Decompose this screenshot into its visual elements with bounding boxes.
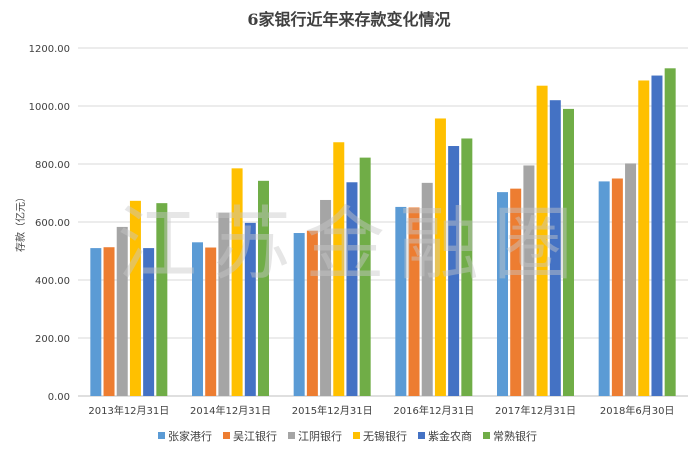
bar: [244, 222, 256, 396]
bar: [346, 182, 358, 396]
y-tick-label: 1000.00: [29, 102, 70, 113]
y-tick-label: 1200.00: [29, 44, 70, 55]
bars: [90, 68, 676, 397]
bar: [536, 85, 548, 396]
bar: [448, 146, 460, 396]
y-tick-label: 600.00: [35, 218, 70, 229]
legend: 张家港行 吴江银行 江阴银行 无锡银行 紫金农商 常熟银行: [158, 429, 537, 443]
bar: [510, 188, 522, 396]
bar: [359, 157, 371, 396]
bar: [293, 233, 305, 396]
bar: [638, 80, 650, 396]
bar: [103, 247, 115, 396]
x-tick-label: 2013年12月31日: [88, 404, 169, 417]
bar: [320, 199, 332, 396]
source-credit: 头条号 / 浑水调研: [586, 434, 690, 450]
bar: [408, 207, 420, 396]
x-tick-label: 2017年12月31日: [495, 404, 576, 417]
gridlines: [78, 47, 688, 397]
bar: [651, 75, 663, 397]
bar: [611, 178, 623, 396]
y-tick-label: 800.00: [35, 160, 70, 171]
y-tick-label: 400.00: [35, 276, 70, 287]
bar: [461, 138, 473, 397]
y-axis-label: 存款（亿元）: [14, 192, 27, 252]
bar: [333, 142, 345, 396]
bar: [156, 203, 168, 396]
bar: [129, 200, 141, 396]
legend-swatch: [158, 432, 165, 439]
bar: [563, 108, 574, 397]
legend-label: 张家港行: [168, 429, 212, 443]
bar: [434, 118, 446, 396]
bar: [664, 68, 676, 397]
bar: [258, 180, 269, 396]
bar: [421, 182, 433, 396]
bar: [306, 230, 318, 396]
bar: [523, 165, 535, 396]
legend-swatch: [483, 432, 490, 439]
bar: [205, 247, 217, 396]
legend-label: 常熟银行: [493, 429, 537, 443]
y-tick-label: 0.00: [48, 392, 70, 403]
bar: [598, 181, 610, 396]
legend-swatch: [418, 432, 425, 439]
bar: [218, 212, 230, 396]
bar: [395, 206, 407, 396]
x-tick-labels: 2013年12月31日 2014年12月31日 2015年12月31日 2016年12…: [88, 404, 674, 417]
bar: [625, 163, 637, 396]
x-tick-label: 2016年12月31日: [393, 404, 474, 417]
legend-swatch: [288, 432, 295, 439]
x-tick-label: 2018年6月30日: [600, 404, 675, 417]
x-tick-label: 2014年12月31日: [190, 404, 271, 417]
bar: [549, 100, 561, 396]
legend-label: 吴江银行: [233, 429, 277, 443]
legend-label: 无锡银行: [363, 429, 407, 443]
legend-swatch: [353, 432, 360, 439]
legend-label: 紫金农商: [428, 429, 472, 443]
bar: [143, 248, 155, 396]
bar: [90, 248, 102, 396]
legend-swatch: [223, 432, 230, 439]
bar: [231, 168, 243, 396]
bar: [497, 192, 508, 396]
bar: [192, 242, 203, 396]
y-tick-label: 200.00: [35, 334, 70, 345]
y-tick-labels: 0.00 200.00 400.00 600.00 800.00 1000.00 1200.…: [29, 44, 70, 403]
chart-title: 6家银行近年来存款变化情况: [247, 10, 450, 29]
watermark: 江苏金融圈: [117, 198, 587, 291]
legend-label: 江阴银行: [298, 429, 342, 443]
bar: [116, 226, 128, 396]
x-tick-label: 2015年12月31日: [292, 404, 373, 417]
